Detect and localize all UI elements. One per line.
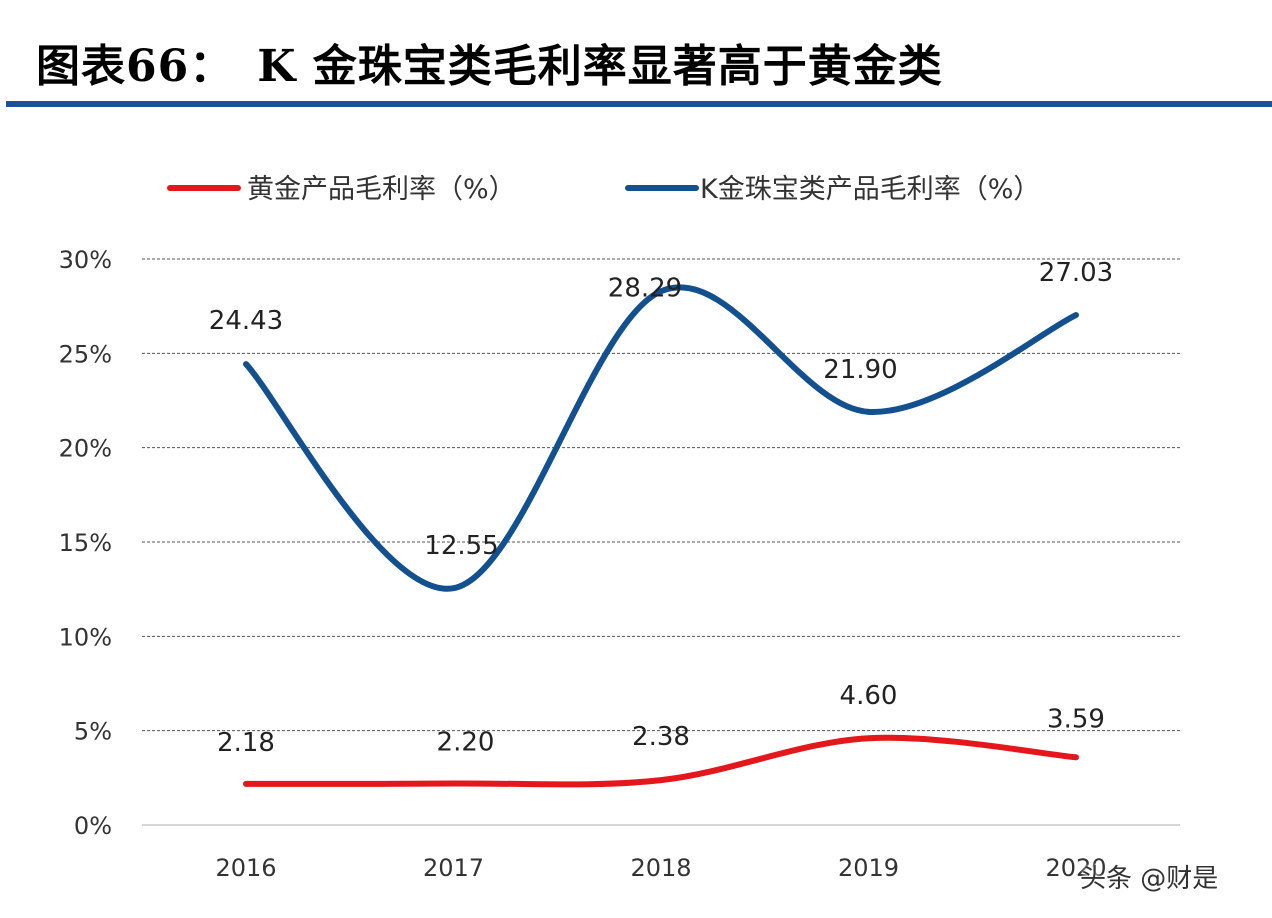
y-tick-label: 5% bbox=[74, 718, 112, 746]
data-labels: 2.18 2.20 2.38 4.60 3.59 24.43 12.55 28.29 21.90… bbox=[209, 258, 1113, 758]
x-tick-label: 2018 bbox=[630, 854, 691, 882]
data-label: 4.60 bbox=[840, 681, 898, 711]
data-label: 12.55 bbox=[424, 531, 498, 561]
gold-margin-line bbox=[243, 734, 1079, 788]
gridlines bbox=[142, 258, 1180, 826]
y-tick-label: 10% bbox=[59, 623, 112, 651]
legend-label: K金珠宝类产品毛利率（%） bbox=[700, 174, 1040, 205]
y-tick-label: 20% bbox=[59, 435, 112, 463]
legend-label: 黄金产品毛利率（%） bbox=[247, 174, 516, 205]
x-tick-label: 2019 bbox=[838, 854, 899, 882]
legend: 黄金产品毛利率（%） K金珠宝类产品毛利率（%） bbox=[167, 174, 1040, 205]
watermark-text: 头条 @财是 bbox=[1080, 864, 1219, 894]
data-label: 2.38 bbox=[632, 722, 690, 752]
y-axis-tick-labels: 0% 5% 10% 15% 20% 25% 30% bbox=[59, 246, 112, 840]
x-tick-label: 2017 bbox=[423, 854, 484, 882]
data-label: 2.18 bbox=[217, 728, 275, 758]
x-tick-label: 2016 bbox=[215, 854, 276, 882]
k-gold-jewelry-margin-line bbox=[243, 284, 1079, 592]
y-tick-label: 25% bbox=[59, 340, 112, 368]
data-label: 3.59 bbox=[1047, 704, 1105, 734]
data-label: 2.20 bbox=[437, 727, 495, 757]
data-label: 28.29 bbox=[608, 273, 682, 303]
title-divider bbox=[6, 101, 1272, 107]
x-tick-label: 2020 bbox=[1045, 854, 1106, 882]
page-title: 图表66： K 金珠宝类毛利率显著高于黄金类 bbox=[36, 41, 943, 92]
x-axis-tick-labels: 2016 2017 2018 2019 2020 bbox=[215, 854, 1106, 882]
data-label: 27.03 bbox=[1039, 258, 1113, 288]
y-tick-label: 0% bbox=[74, 812, 112, 840]
y-tick-label: 30% bbox=[59, 246, 112, 274]
data-label: 21.90 bbox=[823, 355, 897, 385]
data-label: 24.43 bbox=[209, 306, 283, 336]
series-lines bbox=[243, 284, 1079, 788]
y-tick-label: 15% bbox=[59, 529, 112, 557]
